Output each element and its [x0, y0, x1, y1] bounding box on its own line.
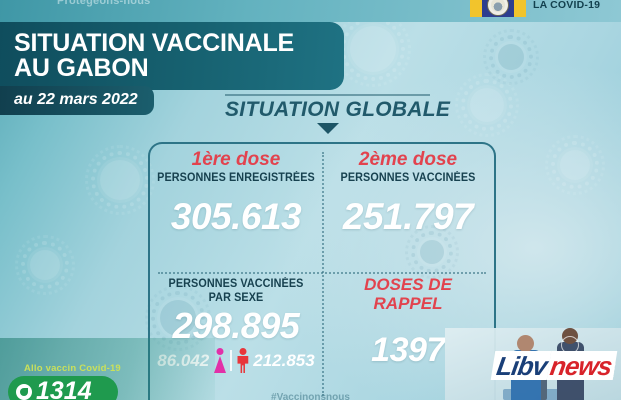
by-sex-total: 298.895	[172, 305, 300, 346]
virus-decoration-icon	[85, 145, 155, 215]
dose1-subtitle: PERSONNES ENREGISTRÉES	[157, 171, 315, 184]
dose2-title: 2ème dose	[358, 149, 458, 170]
hotline-label: Allo vaccin Covid-19	[24, 363, 121, 374]
top-strip	[0, 0, 621, 22]
watermark-libvnews: Libv news .com	[490, 351, 618, 381]
photo-chair	[537, 378, 547, 400]
flag-bar-right	[514, 0, 526, 17]
hotline-number: 1314	[36, 377, 92, 400]
male-icon	[236, 348, 249, 373]
by-sex-subtitle-line2: PAR SEXE	[208, 292, 264, 304]
watermark-part2: news	[546, 351, 618, 381]
dose2-subtitle: PERSONNES VACCINÉES	[340, 171, 476, 184]
watermark-part1: Libv	[490, 351, 552, 381]
virus-decoration-icon	[545, 135, 605, 195]
section-title: SITUATION GLOBALE	[225, 98, 451, 121]
virus-decoration-icon	[483, 29, 539, 85]
virus-decoration-icon	[335, 11, 411, 87]
section-rule	[225, 94, 430, 96]
divider-horizontal	[158, 272, 486, 274]
booster-value: 1397	[371, 331, 445, 370]
title-banner: SITUATION VACCINALE AU GABON	[0, 22, 344, 90]
page-title-line1: SITUATION VACCINALE	[14, 29, 294, 57]
date-text: au 22 mars 2022	[14, 91, 138, 108]
hotline-badge: 1314	[8, 376, 118, 400]
stat-booster: DOSES DE RAPPEL 1397	[322, 275, 494, 370]
dose1-title: 1ère dose	[191, 149, 281, 170]
covid-label: LA COVID-19	[533, 0, 601, 11]
gov-logo-block: LA COVID-19	[470, 0, 600, 17]
dose2-value: 251.797	[342, 195, 474, 237]
date-banner: au 22 mars 2022	[0, 86, 154, 115]
hashtag-text: #Vaccinonsnous	[271, 392, 350, 400]
divider-vertical	[322, 152, 324, 396]
dose1-value: 305.613	[170, 195, 302, 237]
booster-title-line1: DOSES DE	[364, 275, 452, 294]
virus-decoration-icon	[15, 235, 75, 295]
stats-card: 1ère dose PERSONNES ENREGISTRÉES 305.613…	[148, 142, 496, 400]
page-title-line2: AU GABON	[14, 53, 149, 82]
top-faint-text: Protegeons-nous	[57, 0, 151, 7]
female-icon	[213, 348, 226, 373]
stat-by-sex: PERSONNES VACCINÉES PAR SEXE 298.895 86.…	[150, 276, 322, 373]
phone-icon	[16, 383, 32, 400]
by-sex-subtitle-line1: PERSONNES VACCINÉES	[168, 278, 304, 290]
male-value: 212.853	[253, 350, 315, 370]
section-header-globale: SITUATION GLOBALE	[225, 94, 451, 134]
stat-dose1: 1ère dose PERSONNES ENREGISTRÉES 305.613	[150, 150, 322, 235]
stat-dose2: 2ème dose PERSONNES VACCINÉES 251.797	[322, 150, 494, 235]
gabon-flag-icon	[470, 0, 526, 17]
photo-person-seated-head	[517, 335, 534, 352]
booster-title-line2: RAPPEL	[373, 293, 443, 313]
caret-down-icon	[316, 123, 339, 134]
sex-separator	[230, 350, 233, 371]
government-seal-icon	[487, 0, 509, 16]
flag-bar-left	[470, 0, 482, 17]
virus-decoration-icon	[455, 73, 519, 137]
